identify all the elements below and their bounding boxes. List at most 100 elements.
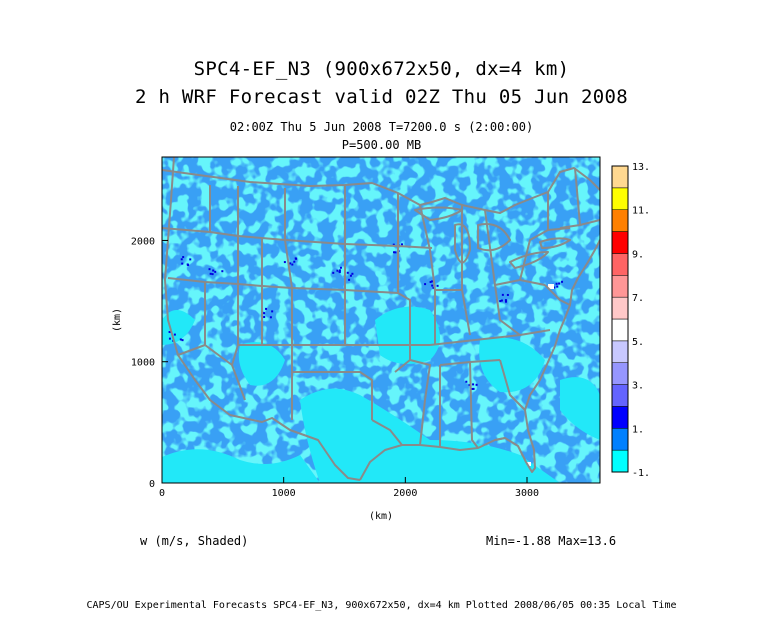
updraft-spot: [506, 293, 509, 296]
updraft-spot: [339, 266, 342, 269]
updraft-spot: [558, 282, 561, 285]
updraft-spot: [189, 258, 192, 261]
updraft-spot: [504, 300, 507, 303]
plot-frame: [161, 156, 601, 484]
updraft-spot: [432, 286, 435, 289]
updraft-spot: [173, 333, 176, 336]
updraft-spot: [468, 384, 471, 387]
updraft-spot: [212, 269, 215, 272]
colorbar-swatch: [611, 165, 629, 189]
colorbar-swatch: [611, 318, 629, 342]
updraft-spot: [561, 280, 564, 283]
updraft-spot: [504, 299, 507, 302]
light-upward-regions: [162, 306, 600, 483]
colorbar-label: 1.: [632, 424, 644, 435]
x-axis: 0 1000 2000 3000: [159, 477, 539, 499]
x-tick-label: 2000: [393, 488, 417, 499]
x-axis-label: (km): [369, 511, 393, 522]
updraft-spot: [424, 283, 427, 286]
updraft-spot: [221, 270, 224, 273]
updraft-spot: [291, 263, 294, 266]
updraft-spot: [556, 285, 559, 288]
x-tick-label: 0: [159, 488, 165, 499]
updraft-spot: [338, 269, 341, 272]
colorbar-label: 9.: [632, 249, 644, 260]
colorbar-swatch: [611, 406, 629, 429]
colorbar-swatch: [611, 340, 629, 363]
updraft-spot: [180, 258, 183, 261]
colorbar: -1. 1. 3. 5. 7. 9. 11. 13.: [611, 162, 650, 479]
updraft-spot: [338, 271, 341, 274]
colorbar-label: 13.: [632, 162, 650, 173]
colorbar-frame: [611, 165, 629, 473]
updraft-spot: [431, 280, 434, 283]
plot-subtitle: 2 h WRF Forecast valid 02Z Thu 05 Jun 20…: [134, 86, 629, 108]
updraft-spot: [351, 272, 354, 275]
updraft-spot: [349, 274, 352, 277]
colorbar-label: 3.: [632, 381, 644, 392]
x-tick-label: 1000: [272, 488, 296, 499]
updraft-spot: [555, 282, 558, 285]
colorbar-swatch: [611, 428, 629, 451]
updraft-spot: [336, 269, 339, 272]
updraft-spot: [500, 299, 503, 302]
updraft-spot: [553, 286, 556, 289]
updraft-spot: [263, 316, 266, 319]
colorbar-swatch: [611, 384, 629, 407]
colorbar-swatch: [611, 187, 629, 210]
updraft-spot: [472, 383, 475, 386]
max-updraft-spot: [548, 284, 554, 289]
updraft-spot: [179, 338, 182, 341]
updraft-spot: [181, 339, 184, 342]
colorbar-swatch: [611, 209, 629, 232]
updraft-spot: [168, 337, 171, 340]
colorbar-swatch: [611, 231, 629, 254]
updraft-spot: [394, 251, 397, 254]
colorbar-swatch: [611, 275, 629, 298]
updraft-spot: [392, 251, 395, 254]
x-tick-label: 3000: [515, 488, 539, 499]
colorbar-label: 5.: [632, 337, 644, 348]
y-tick-label: 1000: [131, 358, 155, 369]
updraft-spot: [346, 271, 349, 274]
colorbar-swatch: [611, 362, 629, 385]
updraft-spot: [332, 271, 335, 274]
updraft-spot: [211, 273, 214, 276]
strong-updraft-spots: [168, 243, 564, 466]
updraft-spot: [271, 310, 274, 313]
y-axis-label: (km): [112, 308, 123, 332]
updraft-spot: [168, 331, 171, 334]
updraft-spot: [209, 272, 212, 275]
updraft-spot: [182, 256, 185, 259]
updraft-spot: [471, 387, 474, 390]
updraft-spot: [472, 387, 475, 390]
min-max-label: Min=-1.88 Max=13.6: [486, 534, 617, 548]
updraft-spot: [269, 316, 272, 319]
colorbar-swatch: [611, 449, 629, 473]
updraft-spot: [499, 300, 502, 303]
updraft-spot: [208, 268, 211, 271]
updraft-spot: [186, 263, 189, 266]
updraft-spot: [181, 262, 184, 265]
updraft-spot: [429, 281, 432, 284]
plot-title: SPC4-EF_N3 (900x672x50, dx=4 km): [193, 58, 570, 80]
footer-caption: CAPS/OU Experimental Forecasts SPC4-EF_N…: [86, 600, 677, 611]
valid-time-label: 02:00Z Thu 5 Jun 2008 T=7200.0 s (2:00:0…: [229, 120, 534, 134]
updraft-spot: [263, 312, 266, 315]
y-tick-label: 2000: [131, 236, 155, 247]
updraft-spot: [475, 383, 478, 386]
map-area: [162, 157, 600, 483]
y-axis: 0 1000 2000: [131, 236, 168, 490]
colorbar-swatch: [611, 296, 629, 320]
updraft-spot: [392, 243, 395, 246]
updraft-spot: [265, 307, 268, 310]
updraft-spot: [436, 284, 439, 287]
state-boundaries: [162, 157, 600, 481]
updraft-spot: [501, 293, 504, 296]
updraft-spot: [295, 257, 298, 260]
y-tick-label: 0: [149, 479, 155, 490]
pressure-level-label: P=500.00 MB: [341, 138, 422, 152]
colorbar-swatch: [611, 253, 629, 276]
colorbar-label: -1.: [632, 468, 650, 479]
